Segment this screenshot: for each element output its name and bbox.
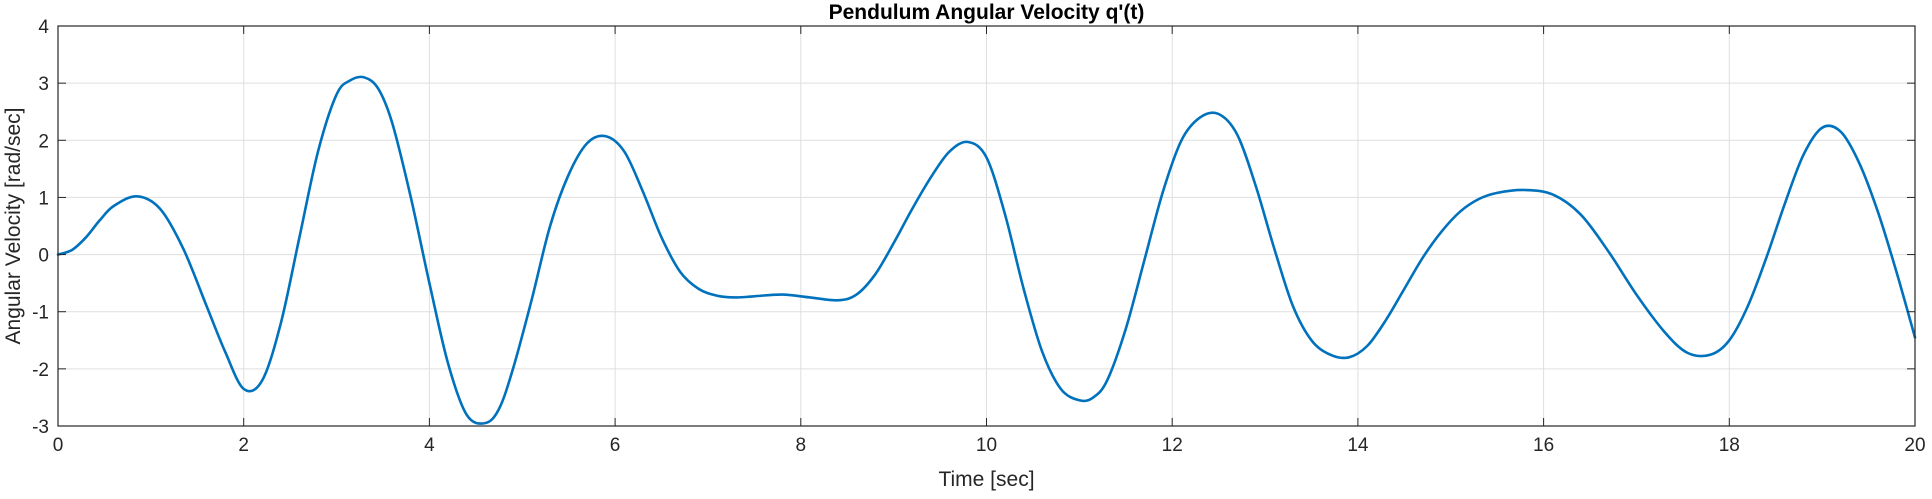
- y-tick-label: 0: [38, 246, 49, 267]
- data-series: [56, 75, 1917, 425]
- x-tick-label: 8: [796, 435, 807, 456]
- grid-lines: [58, 26, 1915, 426]
- x-tick-label: 4: [424, 435, 435, 456]
- y-tick-label: 3: [38, 74, 49, 95]
- x-tick-label: 14: [1347, 435, 1369, 456]
- y-tick-label: -2: [32, 360, 49, 381]
- y-tick-label: 2: [38, 131, 49, 152]
- x-axis-label: Time [sec]: [938, 468, 1034, 491]
- y-tick-label: 1: [38, 188, 49, 209]
- x-tick-label: 2: [238, 435, 249, 456]
- x-tick-label: 20: [1904, 435, 1925, 456]
- series-line: [56, 75, 1917, 425]
- x-tick-label: 10: [976, 435, 997, 456]
- y-tick-label: 4: [38, 17, 49, 38]
- x-tick-label: 0: [53, 435, 64, 456]
- y-tick-label: -3: [32, 417, 49, 438]
- y-tick-label: -1: [32, 303, 49, 324]
- x-tick-label: 12: [1162, 435, 1183, 456]
- x-tick-label: 6: [610, 435, 621, 456]
- y-axis-label: Angular Velocity [rad/sec]: [2, 108, 25, 345]
- x-tick-label: 18: [1719, 435, 1740, 456]
- chart-title: Pendulum Angular Velocity q'(t): [829, 1, 1145, 24]
- x-tick-label: 16: [1533, 435, 1554, 456]
